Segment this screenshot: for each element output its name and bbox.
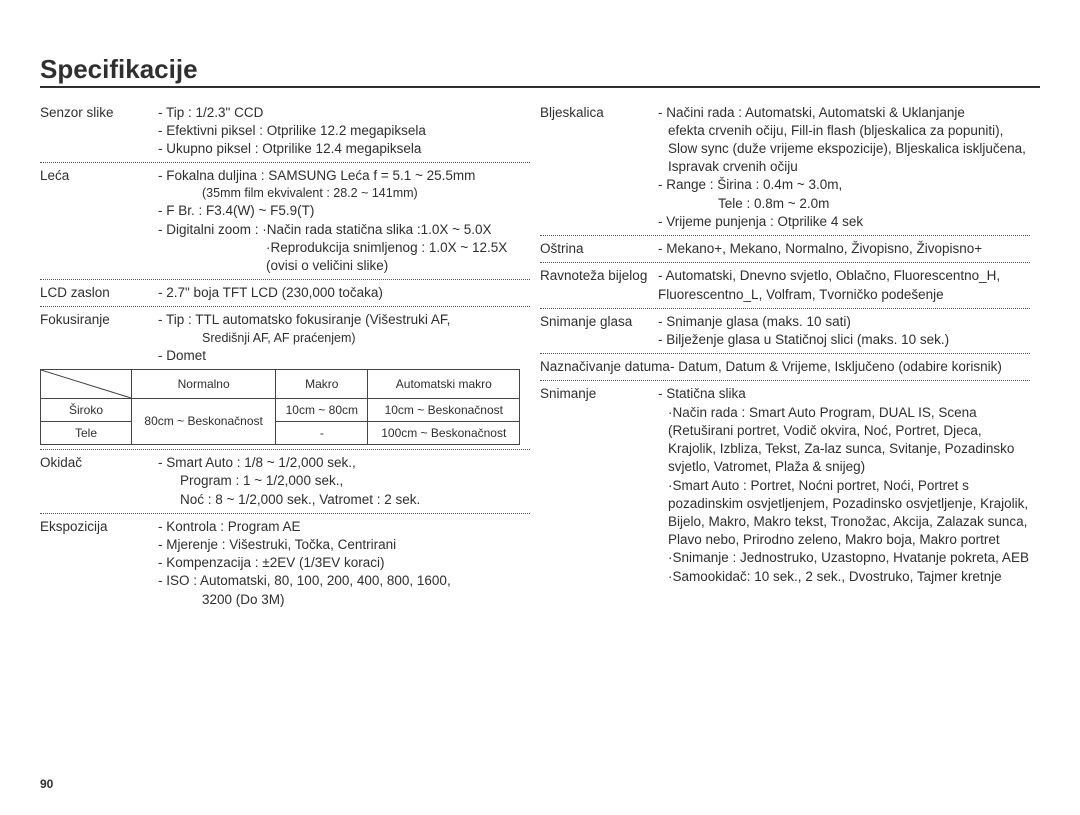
focus-table: Normalno Makro Automatski makro Široko 8… — [40, 369, 520, 445]
separator — [40, 449, 530, 450]
value-lens: - Fokalna duljina : SAMSUNG Leća f = 5.1… — [158, 167, 530, 275]
td: Tele — [41, 421, 132, 444]
separator — [540, 380, 1030, 381]
value-sensor: - Tip : 1/2.3" CCD - Efektivni piksel : … — [158, 104, 530, 159]
text: - Kompenzacija : ±2EV (1/3EV koraci) — [158, 554, 530, 572]
text: ·Smart Auto : Portret, Noćni portret, No… — [658, 477, 1030, 550]
value-lcd: - 2.7" boja TFT LCD (230,000 točaka) — [158, 284, 530, 302]
spec-lens: Leća - Fokalna duljina : SAMSUNG Leća f … — [40, 167, 530, 275]
separator — [40, 306, 530, 307]
page-title: Specifikacije — [40, 55, 1040, 88]
text: ·Način rada : Smart Auto Program, DUAL I… — [658, 404, 1030, 477]
text: Središnji AF, AF praćenjem) — [158, 330, 530, 347]
label-flash: Bljeskalica — [540, 104, 658, 232]
text: - Efektivni piksel : Otprilike 12.2 mega… — [158, 122, 530, 140]
value-flash: - Načini rada : Automatski, Automatski &… — [658, 104, 1030, 232]
text: - Tip : TTL automatsko fokusiranje (Više… — [158, 311, 530, 329]
value-shooting: - Statična slika ·Način rada : Smart Aut… — [658, 385, 1030, 585]
label-shooting: Snimanje — [540, 385, 658, 585]
spec-date: Naznačivanje datuma - Datum, Datum & Vri… — [540, 358, 1030, 376]
spec-sharp: Oštrina - Mekano+, Mekano, Normalno, Živ… — [540, 240, 1030, 258]
label-focus: Fokusiranje — [40, 311, 158, 364]
text: - Digitalni zoom : ·Način rada statična … — [158, 221, 530, 239]
text: Tele : 0.8m ~ 2.0m — [658, 195, 1030, 213]
text: ·Samookidač: 10 sek., 2 sek., Dvostruko,… — [658, 568, 1030, 586]
text: - Mjerenje : Višestruki, Točka, Centrira… — [158, 536, 530, 554]
diag-cell — [41, 369, 132, 398]
separator — [540, 262, 1030, 263]
label-sensor: Senzor slike — [40, 104, 158, 159]
text: Noć : 8 ~ 1/2,000 sek., Vatromet : 2 sek… — [158, 491, 530, 509]
table-row: Normalno Makro Automatski makro — [41, 369, 520, 398]
text: - Ukupno piksel : Otprilike 12.4 megapik… — [158, 140, 530, 158]
value-date: - Datum, Datum & Vrijeme, Isključeno (od… — [670, 358, 1030, 376]
th: Makro — [276, 369, 368, 398]
left-column: Senzor slike - Tip : 1/2.3" CCD - Efekti… — [40, 104, 530, 611]
text: - Domet — [158, 347, 530, 365]
value-wb: - Automatski, Dnevno svjetlo, Oblačno, F… — [658, 267, 1030, 303]
label-date: Naznačivanje datuma — [540, 358, 670, 376]
right-column: Bljeskalica - Načini rada : Automatski, … — [540, 104, 1030, 611]
table-row: Tele - 100cm ~ Beskonačnost — [41, 421, 520, 444]
label-exposure: Ekspozicija — [40, 518, 158, 609]
table-row: Široko 80cm ~ Beskonačnost 10cm ~ 80cm 1… — [41, 398, 520, 421]
td: - — [276, 421, 368, 444]
text: - Statična slika — [658, 385, 1030, 403]
text: 3200 (Do 3M) — [158, 591, 530, 609]
td: 10cm ~ Beskonačnost — [368, 398, 520, 421]
td: Široko — [41, 398, 132, 421]
text: - F Br. : F3.4(W) ~ F5.9(T) — [158, 202, 530, 220]
text: ·Snimanje : Jednostruko, Uzastopno, Hvat… — [658, 549, 1030, 567]
spec-lcd: LCD zaslon - 2.7" boja TFT LCD (230,000 … — [40, 284, 530, 302]
value-shutter: - Smart Auto : 1/8 ~ 1/2,000 sek., Progr… — [158, 454, 530, 509]
page: Specifikacije Senzor slike - Tip : 1/2.3… — [0, 0, 1080, 815]
spec-voice: Snimanje glasa - Snimanje glasa (maks. 1… — [540, 313, 1030, 349]
spec-sensor: Senzor slike - Tip : 1/2.3" CCD - Efekti… — [40, 104, 530, 159]
separator — [40, 279, 530, 280]
text: - Range : Širina : 0.4m ~ 3.0m, — [658, 176, 1030, 194]
value-sharp: - Mekano+, Mekano, Normalno, Živopisno, … — [658, 240, 1030, 258]
spec-flash: Bljeskalica - Načini rada : Automatski, … — [540, 104, 1030, 232]
separator — [540, 308, 1030, 309]
separator — [540, 235, 1030, 236]
separator — [540, 353, 1030, 354]
text: - Kontrola : Program AE — [158, 518, 530, 536]
text: - Vrijeme punjenja : Otprilike 4 sek — [658, 213, 1030, 231]
spec-exposure: Ekspozicija - Kontrola : Program AE - Mj… — [40, 518, 530, 609]
text: - Smart Auto : 1/8 ~ 1/2,000 sek., — [158, 454, 530, 472]
label-wb: Ravnoteža bijelog — [540, 267, 658, 303]
value-focus: - Tip : TTL automatsko fokusiranje (Više… — [158, 311, 530, 364]
th: Automatski makro — [368, 369, 520, 398]
text: (ovisi o veličini slike) — [158, 257, 530, 275]
label-sharp: Oštrina — [540, 240, 658, 258]
text: - Tip : 1/2.3" CCD — [158, 104, 530, 122]
spec-focus: Fokusiranje - Tip : TTL automatsko fokus… — [40, 311, 530, 364]
separator — [40, 162, 530, 163]
label-voice: Snimanje glasa — [540, 313, 658, 349]
text: - Snimanje glasa (maks. 10 sati) — [658, 313, 1030, 331]
text: Program : 1 ~ 1/2,000 sek., — [158, 472, 530, 490]
text: ·Reprodukcija snimljenog : 1.0X ~ 12.5X — [158, 239, 530, 257]
columns: Senzor slike - Tip : 1/2.3" CCD - Efekti… — [40, 104, 1040, 611]
text: - Fokalna duljina : SAMSUNG Leća f = 5.1… — [158, 167, 530, 185]
td: 80cm ~ Beskonačnost — [132, 398, 276, 444]
separator — [40, 513, 530, 514]
text: efekta crvenih očiju, Fill-in flash (blj… — [658, 122, 1030, 177]
th: Normalno — [132, 369, 276, 398]
label-shutter: Okidač — [40, 454, 158, 509]
spec-shooting: Snimanje - Statična slika ·Način rada : … — [540, 385, 1030, 585]
spec-shutter: Okidač - Smart Auto : 1/8 ~ 1/2,000 sek.… — [40, 454, 530, 509]
text: - Bilježenje glasa u Statičnoj slici (ma… — [658, 331, 1030, 349]
page-number: 90 — [40, 777, 53, 791]
td: 100cm ~ Beskonačnost — [368, 421, 520, 444]
td: 10cm ~ 80cm — [276, 398, 368, 421]
label-lcd: LCD zaslon — [40, 284, 158, 302]
text: - ISO : Automatski, 80, 100, 200, 400, 8… — [158, 572, 530, 590]
value-voice: - Snimanje glasa (maks. 10 sati) - Bilje… — [658, 313, 1030, 349]
spec-wb: Ravnoteža bijelog - Automatski, Dnevno s… — [540, 267, 1030, 303]
text: (35mm film ekvivalent : 28.2 ~ 141mm) — [158, 185, 530, 202]
label-lens: Leća — [40, 167, 158, 275]
value-exposure: - Kontrola : Program AE - Mjerenje : Viš… — [158, 518, 530, 609]
text: - Načini rada : Automatski, Automatski &… — [658, 104, 1030, 122]
